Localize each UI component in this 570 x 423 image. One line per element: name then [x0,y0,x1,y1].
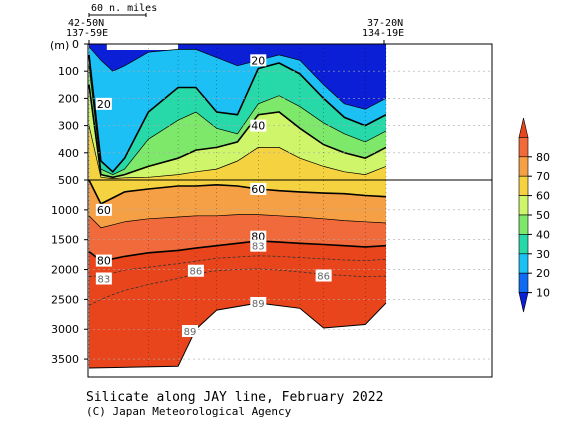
y-axis: 0 100 200 300 400 500 1000 1500 2000 2500 3000 3500 [51,38,88,366]
colorbar-swatch [518,175,529,196]
colorbar-swatch [518,117,529,138]
contour-label: 60 [97,204,111,217]
contour-label: 89 [252,299,265,310]
contour-83 [88,255,386,278]
colorbar-swatch [518,253,529,274]
colorbar-label: 70 [536,170,550,183]
surface-gap [106,44,179,50]
contour-label-box [250,54,267,67]
contour-label: 20 [97,98,111,111]
section-header: 42-50N 137-59E 37-20N 134-19E 60 n. mile… [66,3,404,45]
y-tick-label: 300 [58,120,79,133]
y-tick-label: 200 [58,92,79,105]
colorbar-label: 40 [536,228,550,241]
contour-label-box [250,182,267,195]
contour-label-box [315,269,332,282]
contour-20 [88,54,386,173]
y-axis-label: (m) [50,39,69,52]
colorbar-swatch [518,195,529,216]
y-tick-label: 400 [58,147,79,160]
scale-bar-label: 60 n. miles [91,3,157,14]
colorbar-swatch [518,292,529,313]
y-tick-label: 100 [58,65,79,78]
contour-label-box [95,254,112,267]
contour-80 [88,240,386,262]
contour-label-box [95,203,112,216]
end-station-lon: 134-19E [362,28,404,39]
contour-label-box [250,239,267,252]
contour-label: 60 [251,183,265,196]
colorbar-swatch [518,156,529,177]
section-fill [89,44,386,368]
colorbar-swatch [518,234,529,255]
y-tick-label: 2500 [51,293,79,306]
end-station-lat: 37-20N [367,18,403,29]
contour-label-box [95,97,112,110]
contour-label-box [95,272,112,285]
y-tick-label: 1000 [51,204,79,217]
chart-credit: (C) Japan Meteorological Agency [86,405,292,418]
colorbar-label: 10 [536,287,550,300]
contour-label: 83 [97,275,110,286]
y-tick-label: 0 [72,38,79,51]
contour-70 [88,214,386,229]
contour-label: 20 [251,54,265,67]
contour-10 [88,46,386,110]
colorbar: 10 20 30 40 50 60 70 80 [518,117,550,313]
scale-bar [88,13,147,17]
colorbar-label: 60 [536,190,550,203]
colorbar-label: 80 [536,151,550,164]
contour-label-box [250,296,267,309]
colorbar-label: 50 [536,209,550,222]
y-tick-label: 1500 [51,234,79,247]
y-tick-label: 3500 [51,353,79,366]
contour-label: 86 [190,267,203,278]
chart-title: Silicate along JAY line, February 2022 [86,390,383,405]
y-tick-label: 3000 [51,323,79,336]
contour-40 [88,84,386,179]
fill-layer-lt10 [89,44,386,110]
colorbar-swatch [518,137,529,158]
contour-86 [88,268,386,306]
contour-30 [88,65,386,175]
contour-label: 40 [251,120,265,133]
y-tick-label: 500 [58,174,79,187]
colorbar-swatch [518,272,529,293]
contour-label-box [181,325,198,338]
contour-lines [88,46,386,306]
contour-50 [88,125,386,179]
fill-layer-20 [89,44,386,172]
contour-label-box [187,264,204,277]
contour-label: 89 [184,327,197,338]
contour-label: 83 [252,242,265,253]
contour-label: 86 [317,272,330,283]
contour-60 [88,179,386,205]
start-station-lon: 137-59E [66,28,108,39]
start-station-lat: 42-50N [68,18,104,29]
colorbar-label: 30 [536,248,550,261]
y-tick-label: 2000 [51,264,79,277]
contour-label-box [250,119,267,132]
colorbar-swatch [518,214,529,235]
contour-label: 80 [97,255,111,268]
colorbar-label: 20 [536,267,550,280]
